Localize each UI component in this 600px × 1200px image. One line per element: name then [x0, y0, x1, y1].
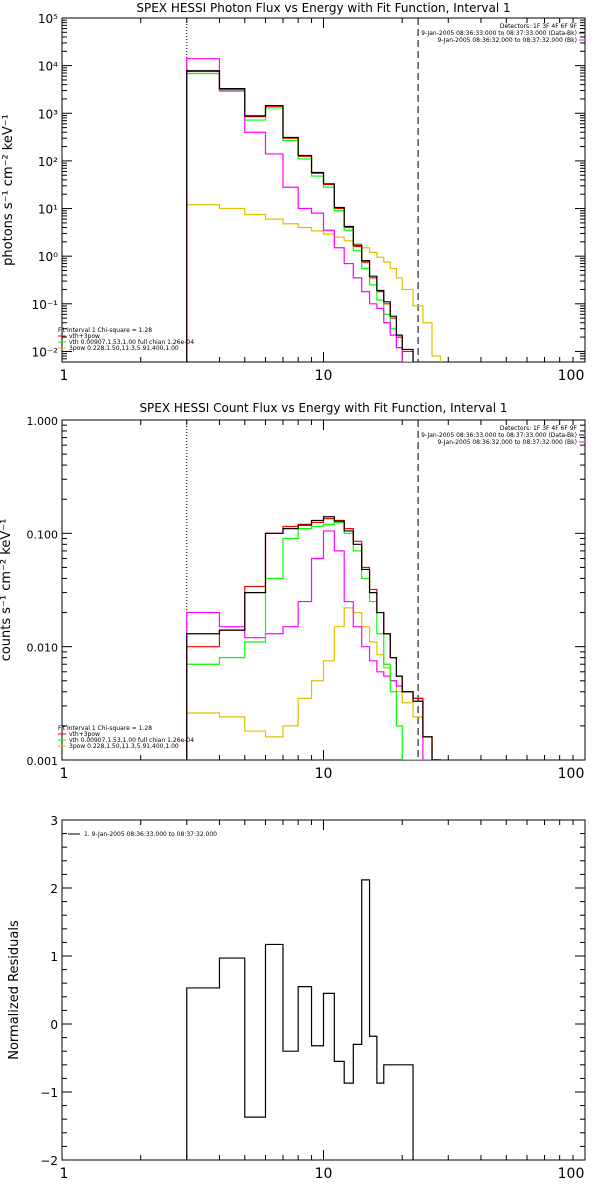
x-tick-label: 1: [60, 1166, 69, 1182]
y-tick-label: 3: [50, 814, 58, 828]
info-text: Detectors: 1F 3F 4F 6F 9F: [500, 23, 578, 30]
x-tick-label: 100: [558, 368, 585, 384]
y-tick-label: 0.001: [27, 755, 59, 768]
legend-text: vth 0.00907,1.53,1.00 full chian 1.26e-0…: [69, 737, 194, 744]
series-data-line: [186, 879, 414, 1160]
legend-text: vth 0.00907,1.53,1.00 full chian 1.26e-0…: [69, 339, 194, 346]
chart-title: SPEX HESSI Count Flux vs Energy with Fit…: [139, 401, 507, 415]
y-tick-label: 10⁻²: [32, 345, 59, 359]
y-tick-label: 10⁵: [38, 12, 58, 26]
series-data-line: [186, 516, 442, 760]
info-text: 9-Jan-2005 08:36:32.000 to 08:37:32.000 …: [437, 439, 577, 446]
legend-text: 3pow 0.228,1.50,11.3,5.91,400,1.00: [69, 743, 179, 750]
y-tick-label: 10⁻¹: [32, 298, 59, 312]
x-tick-label: 10: [315, 368, 333, 384]
info-text: 9-Jan-2005 08:36:33.000 to 08:37:33.000 …: [421, 432, 577, 439]
legend-text: Fit Interval 1 Chi-square = 1.28: [58, 327, 152, 334]
legend-text: vth+3pow: [69, 731, 100, 738]
info-text: 9-Jan-2005 08:36:32.000 to 08:37:32.000 …: [437, 37, 577, 44]
chart-panel-1: SPEX HESSI Photon Flux vs Energy with Fi…: [1, 1, 586, 384]
legend-text: 3pow 0.228,1.50,11.3,5.91,400,1.00: [69, 345, 179, 352]
chart-title: SPEX HESSI Photon Flux vs Energy with Fi…: [136, 1, 510, 15]
info-text: 9-Jan-2005 08:36:33.000 to 08:37:33.000 …: [421, 30, 577, 37]
series-data-line: [186, 70, 414, 362]
series-3pow-line: [186, 607, 442, 760]
y-tick-label: 1: [50, 950, 58, 964]
series-vth-line: [186, 521, 442, 760]
y-tick-label: −2: [40, 1154, 58, 1168]
y-tick-label: 0: [50, 1018, 58, 1032]
y-tick-label: 2: [50, 882, 58, 896]
legend-text: Fit Interval 1 Chi-square = 1.28: [58, 725, 152, 732]
x-tick-label: 1: [60, 766, 69, 782]
plot-frame: [61, 819, 586, 1161]
plot-frame: [61, 419, 586, 761]
x-tick-label: 100: [558, 766, 585, 782]
y-tick-label: 10³: [38, 107, 58, 121]
y-tick-label: 0.100: [27, 528, 59, 541]
y-tick-label: −1: [40, 1086, 58, 1100]
info-text: Detectors: 1F 3F 4F 6F 9F: [500, 425, 578, 432]
chart-panel-2: SPEX HESSI Count Flux vs Energy with Fit…: [0, 401, 586, 782]
chart-panel-3: 1 10 100 −2 −1 0 1 2 3 Normalized Residuals 1. 9-J…: [7, 814, 586, 1182]
y-tick-label: 10²: [38, 155, 58, 169]
y-tick-label: 10⁴: [38, 60, 58, 74]
y-tick-label: 10¹: [38, 203, 58, 217]
legend-text: vth+3pow: [69, 333, 100, 340]
legend-text: 1. 9-Jan-2005 08:36:33.000 to 08:37:32.0…: [84, 831, 217, 838]
x-tick-label: 100: [558, 1166, 585, 1182]
y-axis-label: counts s⁻¹ cm⁻² keV⁻¹: [0, 519, 14, 662]
y-tick-label: 0.010: [27, 642, 59, 655]
y-tick-label: 1.000: [27, 415, 59, 428]
y-axis-label: Normalized Residuals: [7, 920, 22, 1060]
x-tick-label: 10: [315, 766, 333, 782]
plot-frame: [61, 17, 586, 363]
y-tick-label: 10⁰: [38, 250, 58, 264]
x-tick-label: 10: [315, 1166, 333, 1182]
x-tick-label: 1: [60, 368, 69, 384]
y-axis-label: photons s⁻¹ cm⁻² keV⁻¹: [1, 114, 16, 266]
